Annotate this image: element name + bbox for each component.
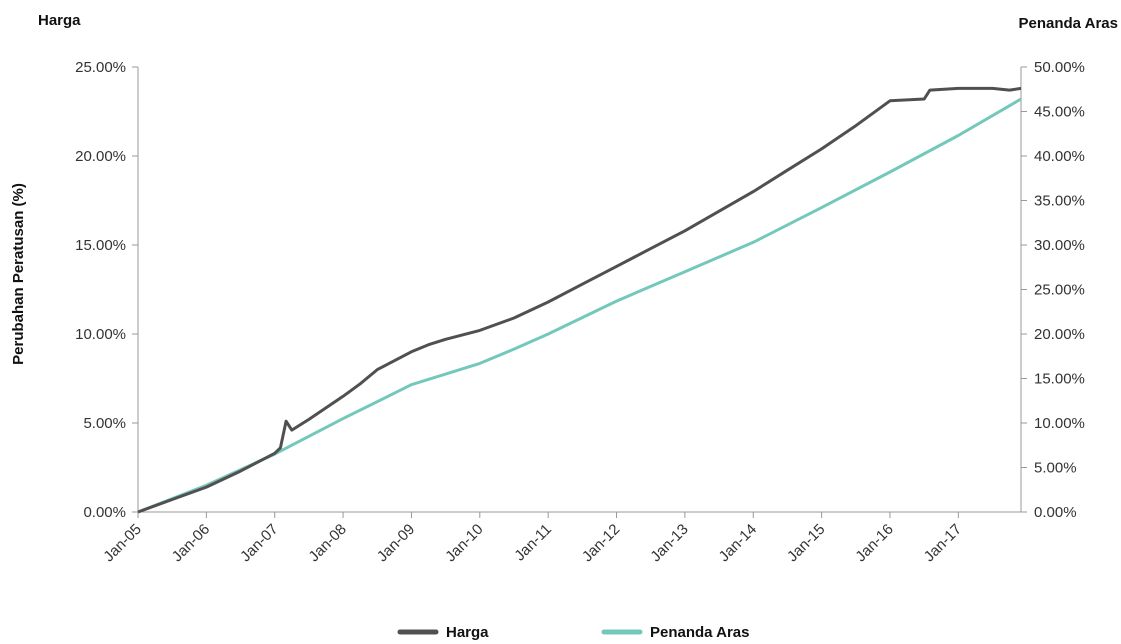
- right-tick-label: 10.00%: [1034, 415, 1085, 432]
- right-tick-label: 25.00%: [1034, 282, 1085, 299]
- left-tick-label: 0.00%: [83, 504, 126, 521]
- right-tick-label: 50.00%: [1034, 59, 1085, 76]
- x-tick-label: Jan-13: [647, 521, 691, 565]
- left-tick-label: 25.00%: [75, 59, 126, 76]
- right-tick-label: 0.00%: [1034, 504, 1077, 521]
- x-tick-label: Jan-14: [716, 521, 760, 565]
- right-tick-label: 30.00%: [1034, 237, 1085, 254]
- left-tick-label: 15.00%: [75, 237, 126, 254]
- x-tick-label: Jan-08: [305, 521, 349, 565]
- x-axis-ticks: Jan-05 Jan-06 Jan-07 Jan-08 Jan-09 Jan-10 Jan-…: [100, 512, 965, 565]
- x-tick-label: Jan-07: [237, 521, 281, 565]
- right-tick-label: 5.00%: [1034, 460, 1077, 477]
- x-tick-label: Jan-11: [511, 521, 555, 565]
- y-axis-label: Perubahan Peratusan (%): [10, 183, 27, 365]
- right-tick-label: 20.00%: [1034, 326, 1085, 343]
- series-line-harga: [137, 86, 1022, 514]
- x-tick-label: Jan-17: [921, 521, 965, 565]
- right-tick-label: 45.00%: [1034, 104, 1085, 121]
- x-tick-label: Jan-06: [169, 521, 213, 565]
- series-layer: [137, 86, 1022, 514]
- x-tick-label: Jan-12: [579, 521, 623, 565]
- series-line-penanda-aras: [137, 97, 1022, 514]
- left-axis-ticks: 0.00% 5.00% 10.00% 15.00% 20.00% 25.00%: [75, 59, 138, 521]
- legend: Harga Penanda Aras: [397, 624, 750, 641]
- x-tick-label: Jan-16: [852, 521, 896, 565]
- legend-label-harga: Harga: [446, 624, 489, 641]
- legend-label-penanda-aras: Penanda Aras: [650, 624, 750, 641]
- right-axis-title: Penanda Aras: [1019, 15, 1119, 32]
- left-tick-label: 20.00%: [75, 148, 126, 165]
- left-axis-title: Harga: [38, 12, 81, 29]
- right-tick-label: 35.00%: [1034, 193, 1085, 210]
- x-tick-label: Jan-10: [442, 521, 486, 565]
- x-tick-label: Jan-15: [784, 521, 828, 565]
- right-tick-label: 40.00%: [1034, 148, 1085, 165]
- left-tick-label: 10.00%: [75, 326, 126, 343]
- right-axis-ticks: 0.00% 5.00% 10.00% 15.00% 20.00% 25.00% 30.00%…: [1021, 59, 1085, 521]
- left-tick-label: 5.00%: [83, 415, 126, 432]
- right-tick-label: 15.00%: [1034, 371, 1085, 388]
- x-tick-label: Jan-09: [374, 521, 418, 565]
- x-tick-label: Jan-05: [100, 521, 144, 565]
